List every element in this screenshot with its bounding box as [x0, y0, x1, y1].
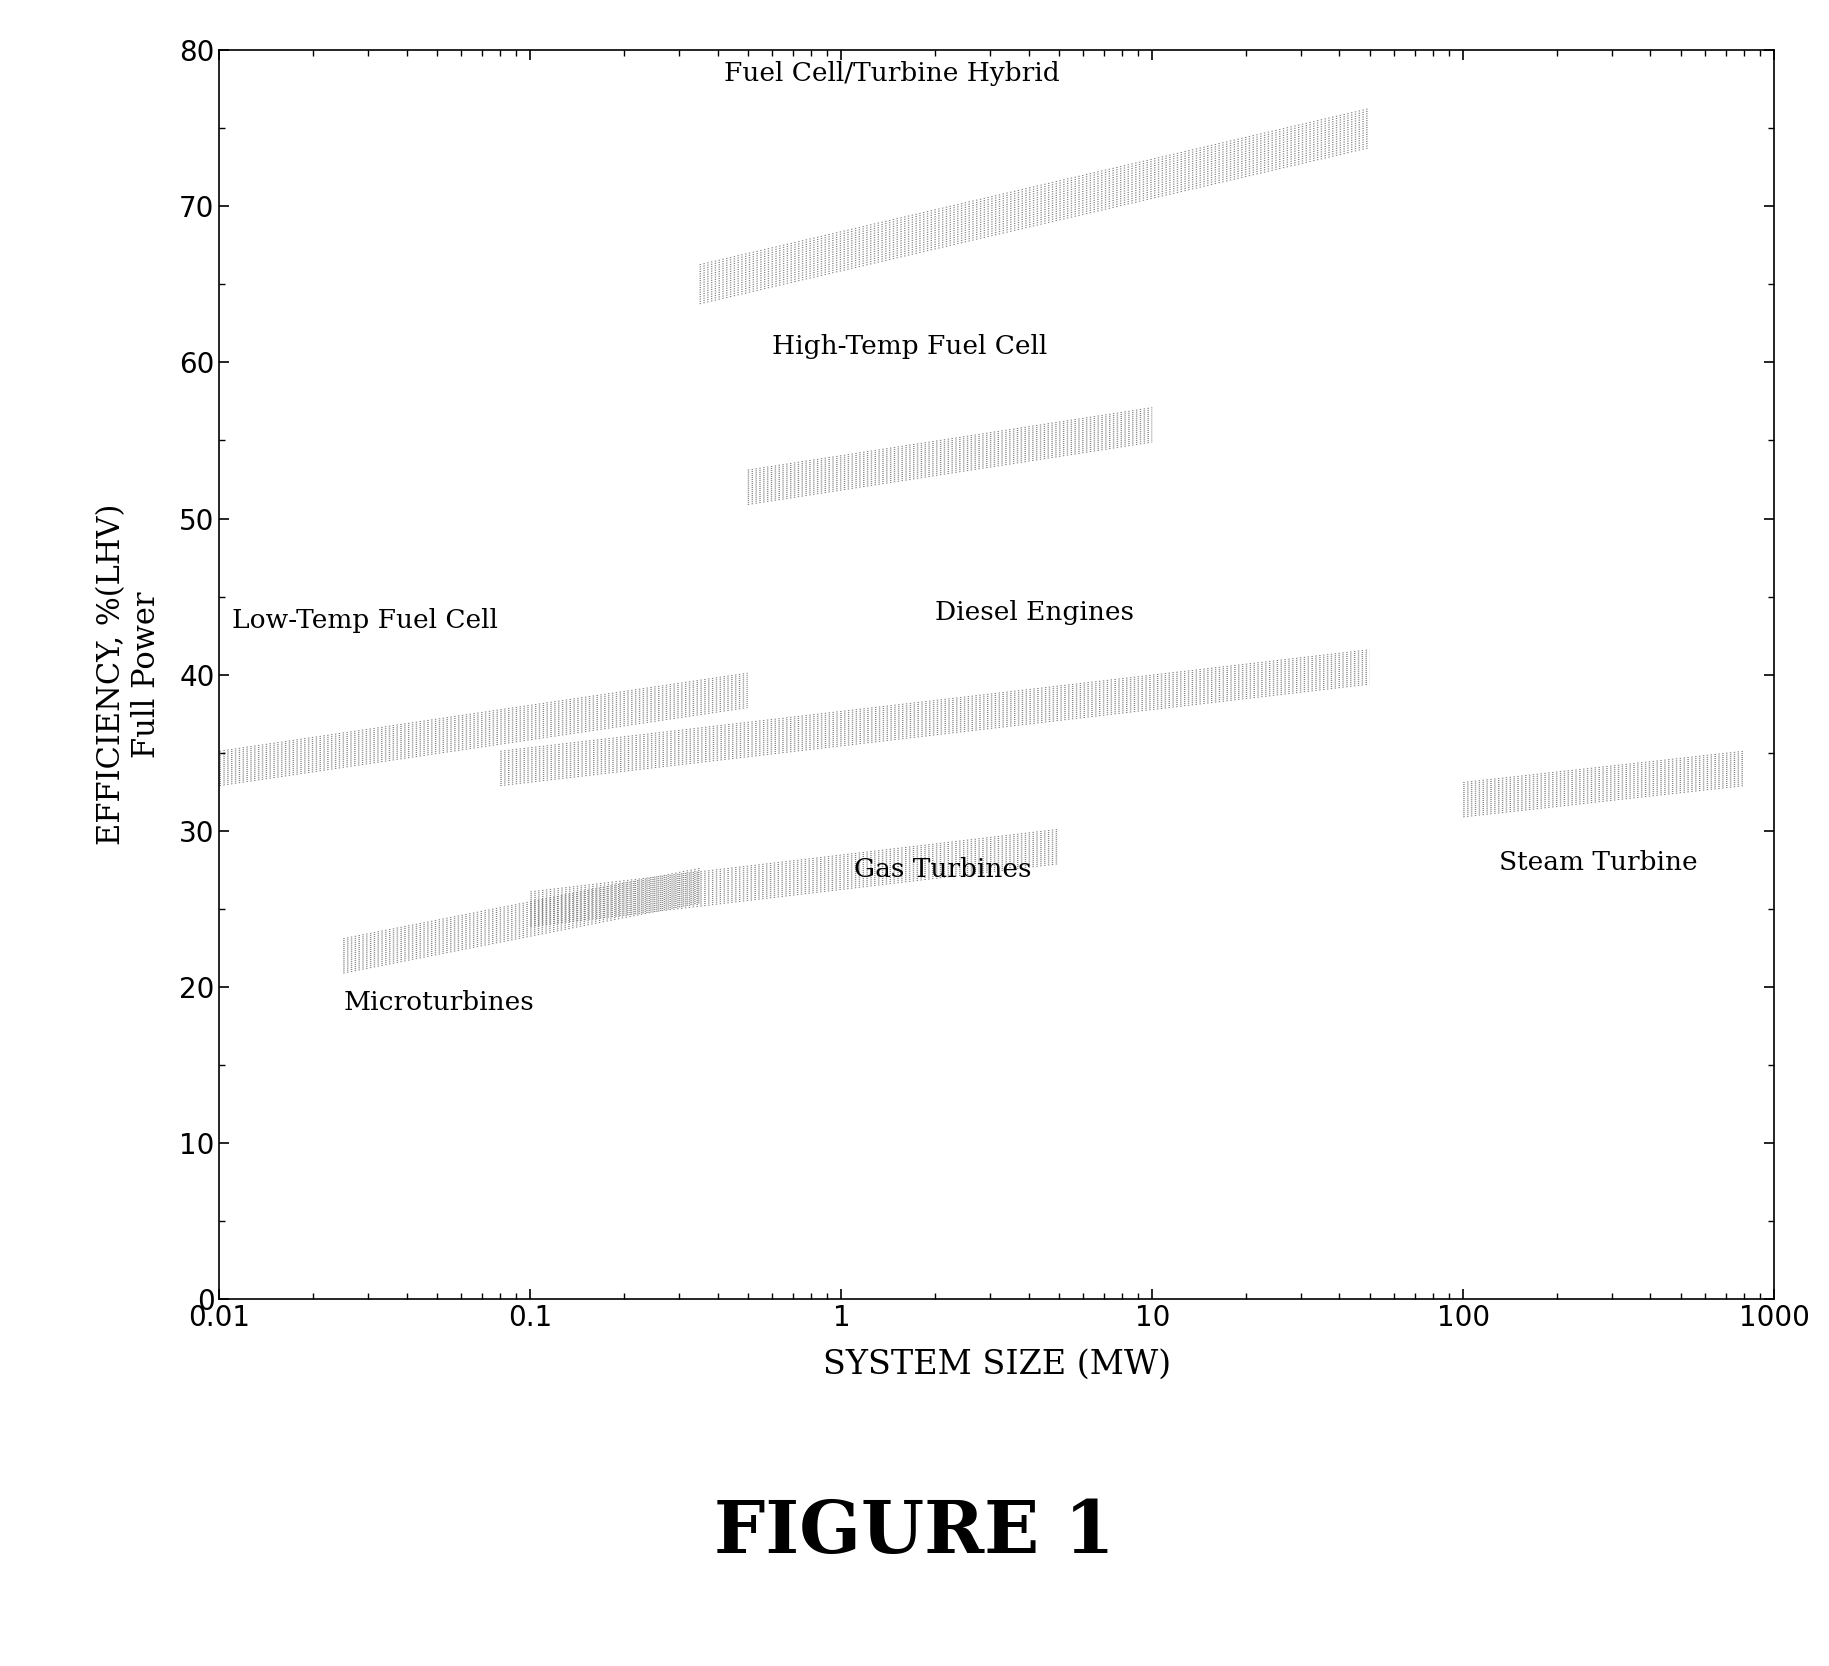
Text: High-Temp Fuel Cell: High-Temp Fuel Cell	[772, 335, 1048, 360]
Text: Steam Turbine: Steam Turbine	[1498, 850, 1697, 875]
Text: FIGURE 1: FIGURE 1	[713, 1498, 1116, 1568]
Text: Fuel Cell/Turbine Hybrid: Fuel Cell/Turbine Hybrid	[724, 62, 1059, 87]
X-axis label: SYSTEM SIZE (MW): SYSTEM SIZE (MW)	[823, 1349, 1171, 1381]
Text: Gas Turbines: Gas Turbines	[854, 858, 1032, 883]
Y-axis label: EFFICIENCY, %(LHV)
Full Power: EFFICIENCY, %(LHV) Full Power	[95, 505, 163, 845]
Text: Low-Temp Fuel Cell: Low-Temp Fuel Cell	[232, 608, 497, 633]
Text: Microturbines: Microturbines	[344, 990, 534, 1015]
Text: Diesel Engines: Diesel Engines	[935, 600, 1134, 625]
